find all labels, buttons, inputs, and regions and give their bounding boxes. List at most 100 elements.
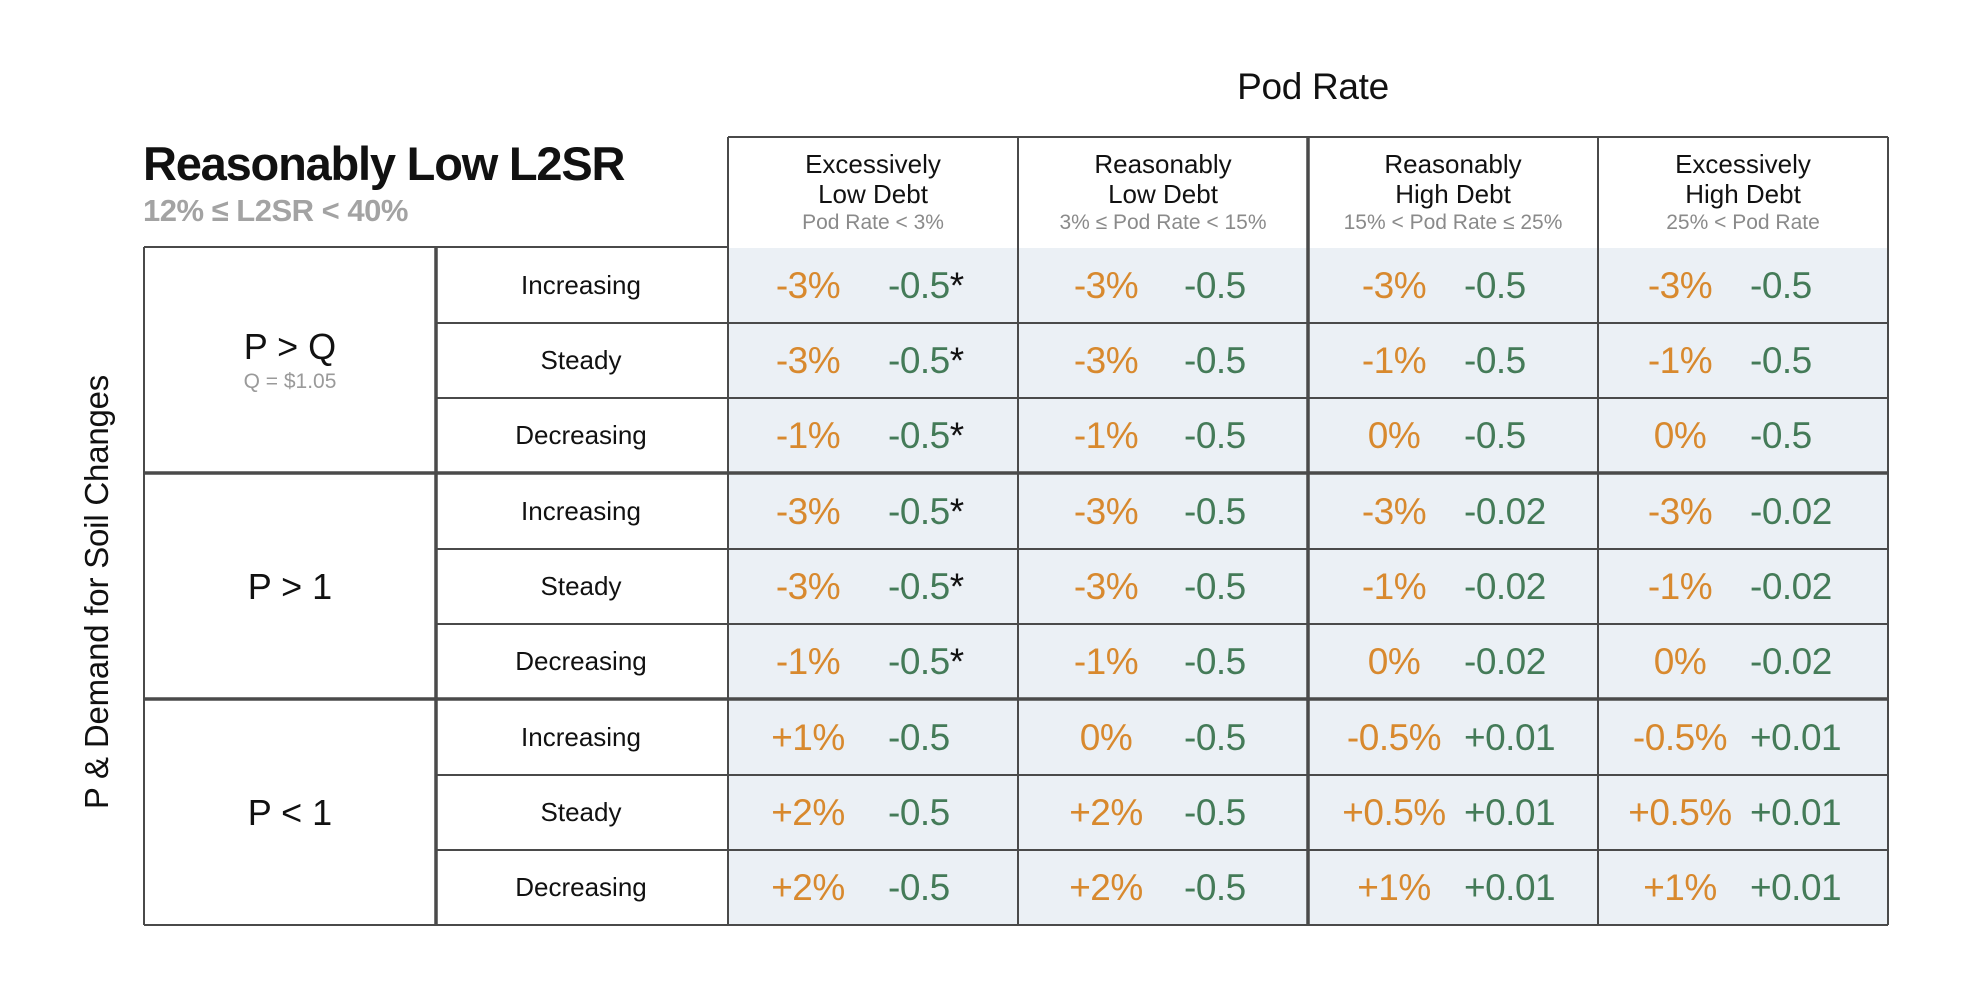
cell-value-secondary-text: -0.02 [1750, 640, 1832, 682]
cell-value-secondary: -0.5 * [888, 398, 964, 473]
cell-value-secondary-text: +0.01 [1464, 716, 1556, 758]
cell-value-secondary: +0.01 [1750, 700, 1842, 775]
row-axis-label-text: P & Demand for Soil Changes [78, 374, 115, 810]
cell-value-secondary: -0.5 [1184, 474, 1246, 549]
row-group-p-gt-q: P > Q Q = $1.05 [145, 248, 435, 473]
cell-value-primary: -3% [775, 339, 841, 381]
footnote-marker: * [949, 339, 964, 381]
cell-value-primary: 0% [1653, 640, 1707, 682]
cell-value-secondary-text: -0.5 [1184, 716, 1246, 758]
cell-value-primary: -1% [1361, 339, 1427, 381]
cell-value-primary: -3% [775, 565, 841, 607]
cell-value-secondary-text: -0.5 [1184, 866, 1246, 908]
cell-value-secondary: -0.5 [1184, 700, 1246, 775]
cell-value-secondary-text: -0.5 [1750, 414, 1812, 456]
cell-value-secondary: -0.02 [1750, 474, 1832, 549]
cell-value-secondary-text: -0.5 [888, 565, 950, 607]
cell-value-primary: +2% [771, 866, 845, 908]
column-header-line1: Reasonably [1384, 149, 1522, 179]
column-header-3: Reasonably High Debt 15% < Pod Rate ≤ 25… [1308, 138, 1598, 248]
row-trend-label: Steady [540, 797, 622, 827]
row-trend-label: Increasing [521, 270, 641, 300]
footnote-marker: * [949, 565, 964, 607]
cell-value-secondary: -0.5 * [888, 474, 964, 549]
column-header-4: Excessively High Debt 25% < Pod Rate [1598, 138, 1888, 248]
row-trend-label: Increasing [521, 722, 641, 752]
cell-value-secondary: +0.01 [1750, 850, 1842, 925]
cell-value-secondary: -0.5 [1184, 549, 1246, 624]
cell-value-primary: -0.5% [1346, 716, 1442, 758]
cell-value-secondary: -0.5 [1750, 323, 1812, 398]
cell-value-primary: 0% [1367, 640, 1421, 682]
column-header-line1: Excessively [805, 149, 941, 179]
cell-value-primary: +1% [1643, 866, 1717, 908]
cell-value-secondary: -0.5 [1184, 398, 1246, 473]
cell-value-secondary-text: +0.01 [1464, 866, 1556, 908]
cell-value-secondary: -0.02 [1464, 474, 1546, 549]
cell-value-secondary-text: -0.5 [1184, 490, 1246, 532]
column-header-line2: Low Debt [1108, 179, 1218, 209]
cell-value-secondary-text: -0.5 [1464, 339, 1526, 381]
cell-value-primary: -1% [1647, 565, 1713, 607]
cell-value-secondary-text: -0.5 [1184, 640, 1246, 682]
cell-value-primary: -1% [775, 640, 841, 682]
cell-value-secondary-text: -0.02 [1464, 565, 1546, 607]
cell-value-primary: 0% [1079, 716, 1133, 758]
cell-value-primary: -3% [1361, 264, 1427, 306]
footnote-marker: * [949, 264, 964, 306]
cell-value-primary: +2% [771, 791, 845, 833]
page-title: Reasonably Low L2SR [143, 137, 625, 190]
cell-value-primary: -3% [1361, 490, 1427, 532]
cell-value-secondary-text: -0.5 [1184, 565, 1246, 607]
column-header-condition: 15% < Pod Rate ≤ 25% [1343, 211, 1563, 234]
cell-value-secondary: +0.01 [1464, 850, 1556, 925]
cell-value-primary: -1% [1073, 414, 1139, 456]
cell-value-secondary: +0.01 [1750, 775, 1842, 850]
cell-value-secondary: -0.02 [1750, 549, 1832, 624]
cell-value-secondary: -0.5 [1750, 248, 1812, 323]
cell-value-secondary: -0.5 * [888, 323, 964, 398]
cell-value-secondary-text: -0.5 [888, 716, 950, 758]
row-trend-label: Increasing [521, 496, 641, 526]
cell-value-primary: -3% [1073, 264, 1139, 306]
cell-value-secondary-text: +0.01 [1464, 791, 1556, 833]
row-group-p-gt-1: P > 1 [145, 474, 435, 699]
cell-value-primary: -3% [1647, 264, 1713, 306]
cell-value-secondary-text: +0.01 [1750, 716, 1842, 758]
column-header-line2: Low Debt [818, 179, 928, 209]
cell-value-secondary: -0.5 [1184, 850, 1246, 925]
cell-value-secondary: -0.5 [888, 775, 950, 850]
cell-value-secondary-text: -0.5 [888, 640, 950, 682]
cell-value-secondary-text: -0.02 [1750, 565, 1832, 607]
row-group-label: P > 1 [247, 565, 333, 607]
cell-value-secondary: -0.02 [1750, 624, 1832, 699]
column-header-condition: 25% < Pod Rate [1666, 211, 1820, 234]
cell-value-secondary: -0.5 [1750, 398, 1812, 473]
cell-value-secondary-text: -0.5 [1184, 414, 1246, 456]
cell-value-primary: -3% [775, 490, 841, 532]
row-trend-label: Steady [540, 345, 622, 375]
cell-value-secondary: -0.5 [888, 850, 950, 925]
cell-value-secondary: -0.02 [1464, 624, 1546, 699]
column-header-condition: 3% ≤ Pod Rate < 15% [1059, 211, 1267, 234]
cell-value-primary: +2% [1069, 791, 1143, 833]
cell-value-secondary-text: -0.02 [1464, 490, 1546, 532]
column-header-2: Reasonably Low Debt 3% ≤ Pod Rate < 15% [1018, 138, 1308, 248]
column-header-line1: Reasonably [1094, 149, 1232, 179]
cell-value-secondary-text: -0.5 [888, 339, 950, 381]
cell-value-primary: -1% [1647, 339, 1713, 381]
row-group-p-lt-1: P < 1 [145, 700, 435, 925]
row-group-label: P < 1 [247, 791, 333, 833]
row-trend-label: Steady [540, 571, 622, 601]
row-group-label: P > Q [243, 325, 337, 367]
cell-value-secondary: -0.5 [888, 700, 950, 775]
cell-value-secondary-text: -0.5 [1750, 339, 1812, 381]
cell-value-secondary-text: -0.02 [1464, 640, 1546, 682]
cell-value-secondary-text: -0.5 [1184, 264, 1246, 306]
cell-value-primary: +1% [1357, 866, 1431, 908]
cell-value-secondary: -0.5 [1464, 323, 1526, 398]
row-group-sublabel: Q = $1.05 [243, 369, 337, 393]
cell-value-primary: -1% [1073, 640, 1139, 682]
cell-value-primary: +2% [1069, 866, 1143, 908]
cell-value-primary: -3% [1647, 490, 1713, 532]
